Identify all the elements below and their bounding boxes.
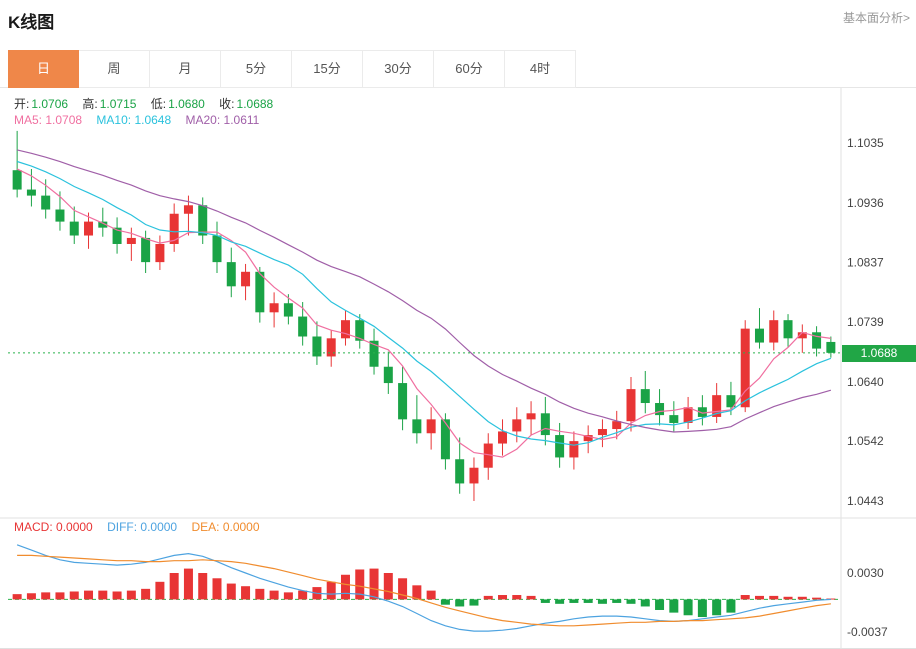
interval-tab-bar: 日周月 5分 15分 30分 60分 4时 <box>8 50 576 88</box>
tab-月[interactable]: 月 <box>150 50 221 88</box>
ma-info: MA5: 1.0708 MA10: 1.0648 MA20: 1.0611 <box>14 113 270 127</box>
close-value: 1.0688 <box>236 97 274 111</box>
tab-4时[interactable]: 4时 <box>505 50 576 88</box>
close-label: 收: <box>219 97 235 111</box>
interval-tab-row: 日周月 5分 15分 30分 60分 4时 <box>0 50 916 88</box>
open-label: 开: <box>14 97 30 111</box>
tab-15分[interactable]: 15分 <box>292 50 363 88</box>
page-title: K线图 <box>8 13 55 32</box>
diff-value: 0.0000 <box>140 520 178 534</box>
tab-日[interactable]: 日 <box>8 50 79 88</box>
tab-30分[interactable]: 30分 <box>363 50 434 88</box>
low-value: 1.0680 <box>168 97 205 111</box>
header: K线图 基本面分析> <box>0 0 916 50</box>
svg-text:1.1035: 1.1035 <box>847 136 884 150</box>
tab-周[interactable]: 周 <box>79 50 150 88</box>
high-pair: 高: 1.0715 <box>82 97 136 111</box>
svg-text:1.0443: 1.0443 <box>847 494 884 508</box>
ma5-label: MA5: <box>14 113 43 127</box>
ma10-value: 1.0648 <box>134 113 172 127</box>
svg-text:0.0030: 0.0030 <box>847 566 884 580</box>
ma10-pair: MA10: 1.0648 <box>96 113 171 127</box>
current-price-tag: 1.0688 <box>842 345 916 362</box>
dea-pair: DEA: 0.0000 <box>191 520 259 534</box>
svg-text:1.0640: 1.0640 <box>847 375 884 389</box>
open-value: 1.0706 <box>31 97 69 111</box>
diff-pair: DIFF: 0.0000 <box>107 520 177 534</box>
high-label: 高: <box>82 97 98 111</box>
low-pair: 低: 1.0680 <box>151 97 205 111</box>
close-pair: 收: 1.0688 <box>219 97 273 111</box>
macd-label: MACD: <box>14 520 53 534</box>
ma10-label: MA10: <box>96 113 132 127</box>
chart-region: 1.1035 1.0936 1.0837 1.0739 1.0640 1.0542 1.04… <box>0 88 916 649</box>
ohlc-info: 开: 1.0706 高: 1.0715 低: 1.0680 收: 1.0688 <box>14 95 284 112</box>
kline-chart-canvas[interactable]: 1.1035 1.0936 1.0837 1.0739 1.0640 1.0542 1.04… <box>0 88 916 649</box>
open-pair: 开: 1.0706 <box>14 97 68 111</box>
ma5-pair: MA5: 1.0708 <box>14 113 82 127</box>
ma5-value: 1.0708 <box>45 113 83 127</box>
svg-text:1.0837: 1.0837 <box>847 256 884 270</box>
macd-value: 0.0000 <box>56 520 93 534</box>
tab-60分[interactable]: 60分 <box>434 50 505 88</box>
ma20-pair: MA20: 1.0611 <box>185 113 259 127</box>
macd-pair: MACD: 0.0000 <box>14 520 93 534</box>
svg-text:1.0739: 1.0739 <box>847 315 884 329</box>
ma20-label: MA20: <box>185 113 221 127</box>
svg-text:-0.0037: -0.0037 <box>847 625 888 639</box>
macd-info: MACD: 0.0000 DIFF: 0.0000 DEA: 0.0000 <box>14 520 271 534</box>
tab-5分[interactable]: 5分 <box>221 50 292 88</box>
ma20-value: 1.0611 <box>223 113 260 127</box>
svg-text:1.0936: 1.0936 <box>847 196 884 210</box>
dea-value: 0.0000 <box>222 520 260 534</box>
low-label: 低: <box>150 97 167 111</box>
svg-text:1.0542: 1.0542 <box>847 434 884 448</box>
high-value: 1.0715 <box>99 97 137 111</box>
diff-label: DIFF: <box>107 520 138 534</box>
dea-label: DEA: <box>191 520 220 534</box>
fundamental-analysis-link[interactable]: 基本面分析> <box>842 11 910 25</box>
